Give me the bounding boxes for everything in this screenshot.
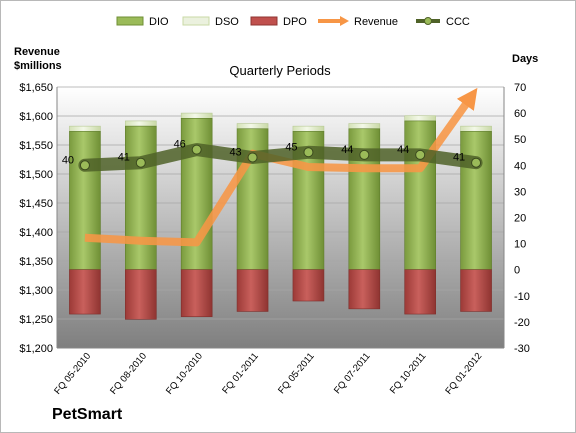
dso-bar <box>180 112 213 119</box>
plot-area <box>57 87 504 348</box>
dso-bar <box>404 115 436 122</box>
right-tick-label: 20 <box>514 213 526 225</box>
dio-bar <box>125 125 157 271</box>
dso-bar <box>292 125 325 132</box>
left-tick-label: $1,650 <box>19 82 53 94</box>
dpo-bar <box>180 269 213 317</box>
dio-bar <box>180 118 213 271</box>
dso-bar <box>236 123 269 130</box>
dpo-bar <box>69 269 101 315</box>
dso-bar <box>348 123 381 130</box>
dso-bar <box>125 120 157 127</box>
right-tick-label: 50 <box>514 134 526 146</box>
dpo-bar <box>460 269 492 312</box>
ccc-point <box>135 157 146 168</box>
right-tick-label: 0 <box>514 265 520 277</box>
plot-background <box>57 87 504 348</box>
left-tick-label: $1,350 <box>19 256 53 268</box>
right-tick-label: 40 <box>514 160 526 172</box>
dso-bar <box>69 125 101 132</box>
ccc-point <box>247 152 258 163</box>
dio-bar <box>404 120 436 271</box>
left-tick-label: $1,250 <box>19 314 53 326</box>
left-tick-label: $1,500 <box>19 169 53 181</box>
dio-bar <box>460 131 492 270</box>
legend: DIO DSO DPO Revenue CCC <box>116 16 470 28</box>
ccc-data-label: 43 <box>229 146 241 158</box>
left-tick-label: $1,600 <box>19 111 53 123</box>
legend-swatch-dso <box>182 16 210 26</box>
ccc-data-label: 44 <box>397 144 409 156</box>
ccc-data-label: 40 <box>62 154 74 166</box>
legend-marker-ccc <box>424 17 432 25</box>
right-tick-label: -10 <box>514 291 530 303</box>
left-tick-label: $1,200 <box>19 343 53 355</box>
legend-label-dso: DSO <box>215 16 239 28</box>
left-axis-label-line2: $millions <box>14 60 62 72</box>
right-tick-label: -20 <box>514 317 530 329</box>
legend-label-ccc: CCC <box>446 16 470 28</box>
ccc-data-label: 46 <box>174 139 186 151</box>
right-tick-label: 30 <box>514 186 526 198</box>
ccc-point <box>359 149 370 160</box>
right-tick-label: 60 <box>514 108 526 120</box>
dpo-bar <box>348 269 381 310</box>
left-tick-label: $1,550 <box>19 140 53 152</box>
ccc-line <box>78 143 483 172</box>
left-tick-label: $1,300 <box>19 285 53 297</box>
ccc-data-label: 41 <box>118 152 130 164</box>
ccc-point <box>191 144 202 155</box>
legend-swatch-dpo <box>250 16 278 26</box>
right-axis-label: Days <box>512 53 538 65</box>
legend-arrow-revenue <box>340 16 349 26</box>
left-tick-label: $1,400 <box>19 227 53 239</box>
legend-label-dio: DIO <box>149 16 169 28</box>
ccc-point <box>415 149 426 160</box>
left-tick-label: $1,450 <box>19 198 53 210</box>
dpo-bar <box>292 269 325 302</box>
dso-bar <box>460 125 492 132</box>
ccc-data-label: 44 <box>341 144 353 156</box>
dio-bar <box>69 131 101 270</box>
ccc-data-label: 41 <box>453 152 465 164</box>
dpo-bar <box>125 269 157 320</box>
dpo-bar <box>236 269 269 312</box>
legend-label-revenue: Revenue <box>354 16 398 28</box>
left-axis-label-line1: Revenue <box>14 46 60 58</box>
right-tick-label: -30 <box>514 343 530 355</box>
chart-title: Quarterly Periods <box>229 63 331 78</box>
lines: 40 41 46 43 45 44 44 41 <box>62 87 483 247</box>
legend-swatch-dio <box>116 16 144 26</box>
legend-label-dpo: DPO <box>283 16 307 28</box>
dpo-bar <box>404 269 436 315</box>
company-name: PetSmart <box>52 406 123 423</box>
right-tick-label: 10 <box>514 239 526 251</box>
ccc-point <box>303 147 314 158</box>
ccc-point <box>79 160 90 171</box>
ccc-data-label: 45 <box>285 141 297 153</box>
right-tick-label: 70 <box>514 82 526 94</box>
ccc-point <box>471 157 482 168</box>
